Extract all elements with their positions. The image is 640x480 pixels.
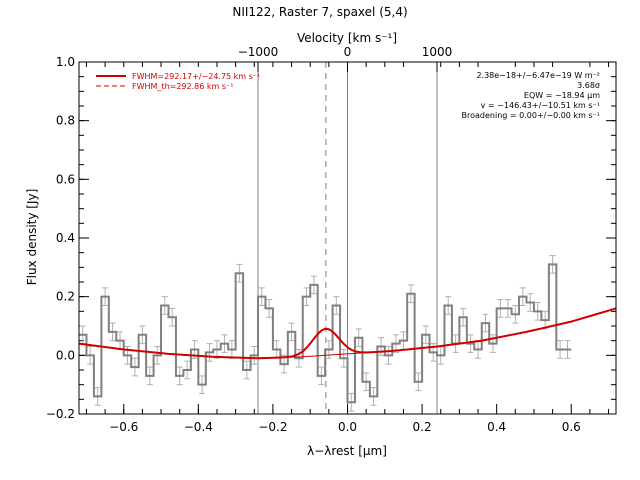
x-tick-label: 0.0 [338, 420, 357, 434]
x-tick-label: 0.4 [487, 420, 506, 434]
plot-frame [78, 61, 617, 415]
y-tick-label: 0.0 [56, 348, 75, 362]
fit-annotation: Broadening = 0.00+/−0.00 km s⁻¹ [462, 111, 600, 120]
fit-annotation: 2.38e−18+/−6.47e−19 W m⁻² [476, 71, 600, 80]
y-tick-label: 0.6 [56, 172, 75, 186]
plot-area: −0.6 −0.4 −0.2 0.0 0.2 0.4 0.6 −0.2 0.0 0.2 0.4 0.6… [46, 45, 617, 434]
y-tick-label: −0.2 [46, 407, 75, 421]
top-tick-label: 1000 [422, 45, 453, 59]
y-tick-label: 0.2 [56, 290, 75, 304]
top-axis-label: Velocity [km s⁻¹] [297, 31, 397, 45]
x-axis-label: λ−λrest [μm] [307, 444, 387, 458]
gaussian-fit-line [78, 307, 617, 360]
top-tick-label: 0 [344, 45, 352, 59]
x-tick-label: 0.6 [562, 420, 581, 434]
y-tick-label: 0.8 [56, 114, 75, 128]
fit-annotation: 3.68σ [577, 81, 600, 90]
legend-label: FWHM_th=292.86 km s⁻¹ [132, 82, 233, 91]
legend-label: FWHM=292.17+/−24.75 km s⁻¹ [132, 72, 260, 81]
top-tick-label: −1000 [238, 45, 279, 59]
chart-title: NII122, Raster 7, spaxel (5,4) [232, 5, 407, 19]
x-tick-label: −0.6 [109, 420, 138, 434]
y-tick-label: 1.0 [56, 55, 75, 69]
fit-annotation: v = −146.43+/−10.51 km s⁻¹ [481, 101, 600, 110]
y-tick-label: 0.4 [56, 231, 75, 245]
fit-annotation: EQW = −18.94 μm [524, 91, 600, 100]
x-tick-label: 0.2 [413, 420, 432, 434]
x-tick-label: −0.2 [258, 420, 287, 434]
x-tick-label: −0.4 [184, 420, 213, 434]
data-step-line [79, 263, 572, 404]
y-axis-label: Flux density [Jy] [25, 189, 39, 286]
